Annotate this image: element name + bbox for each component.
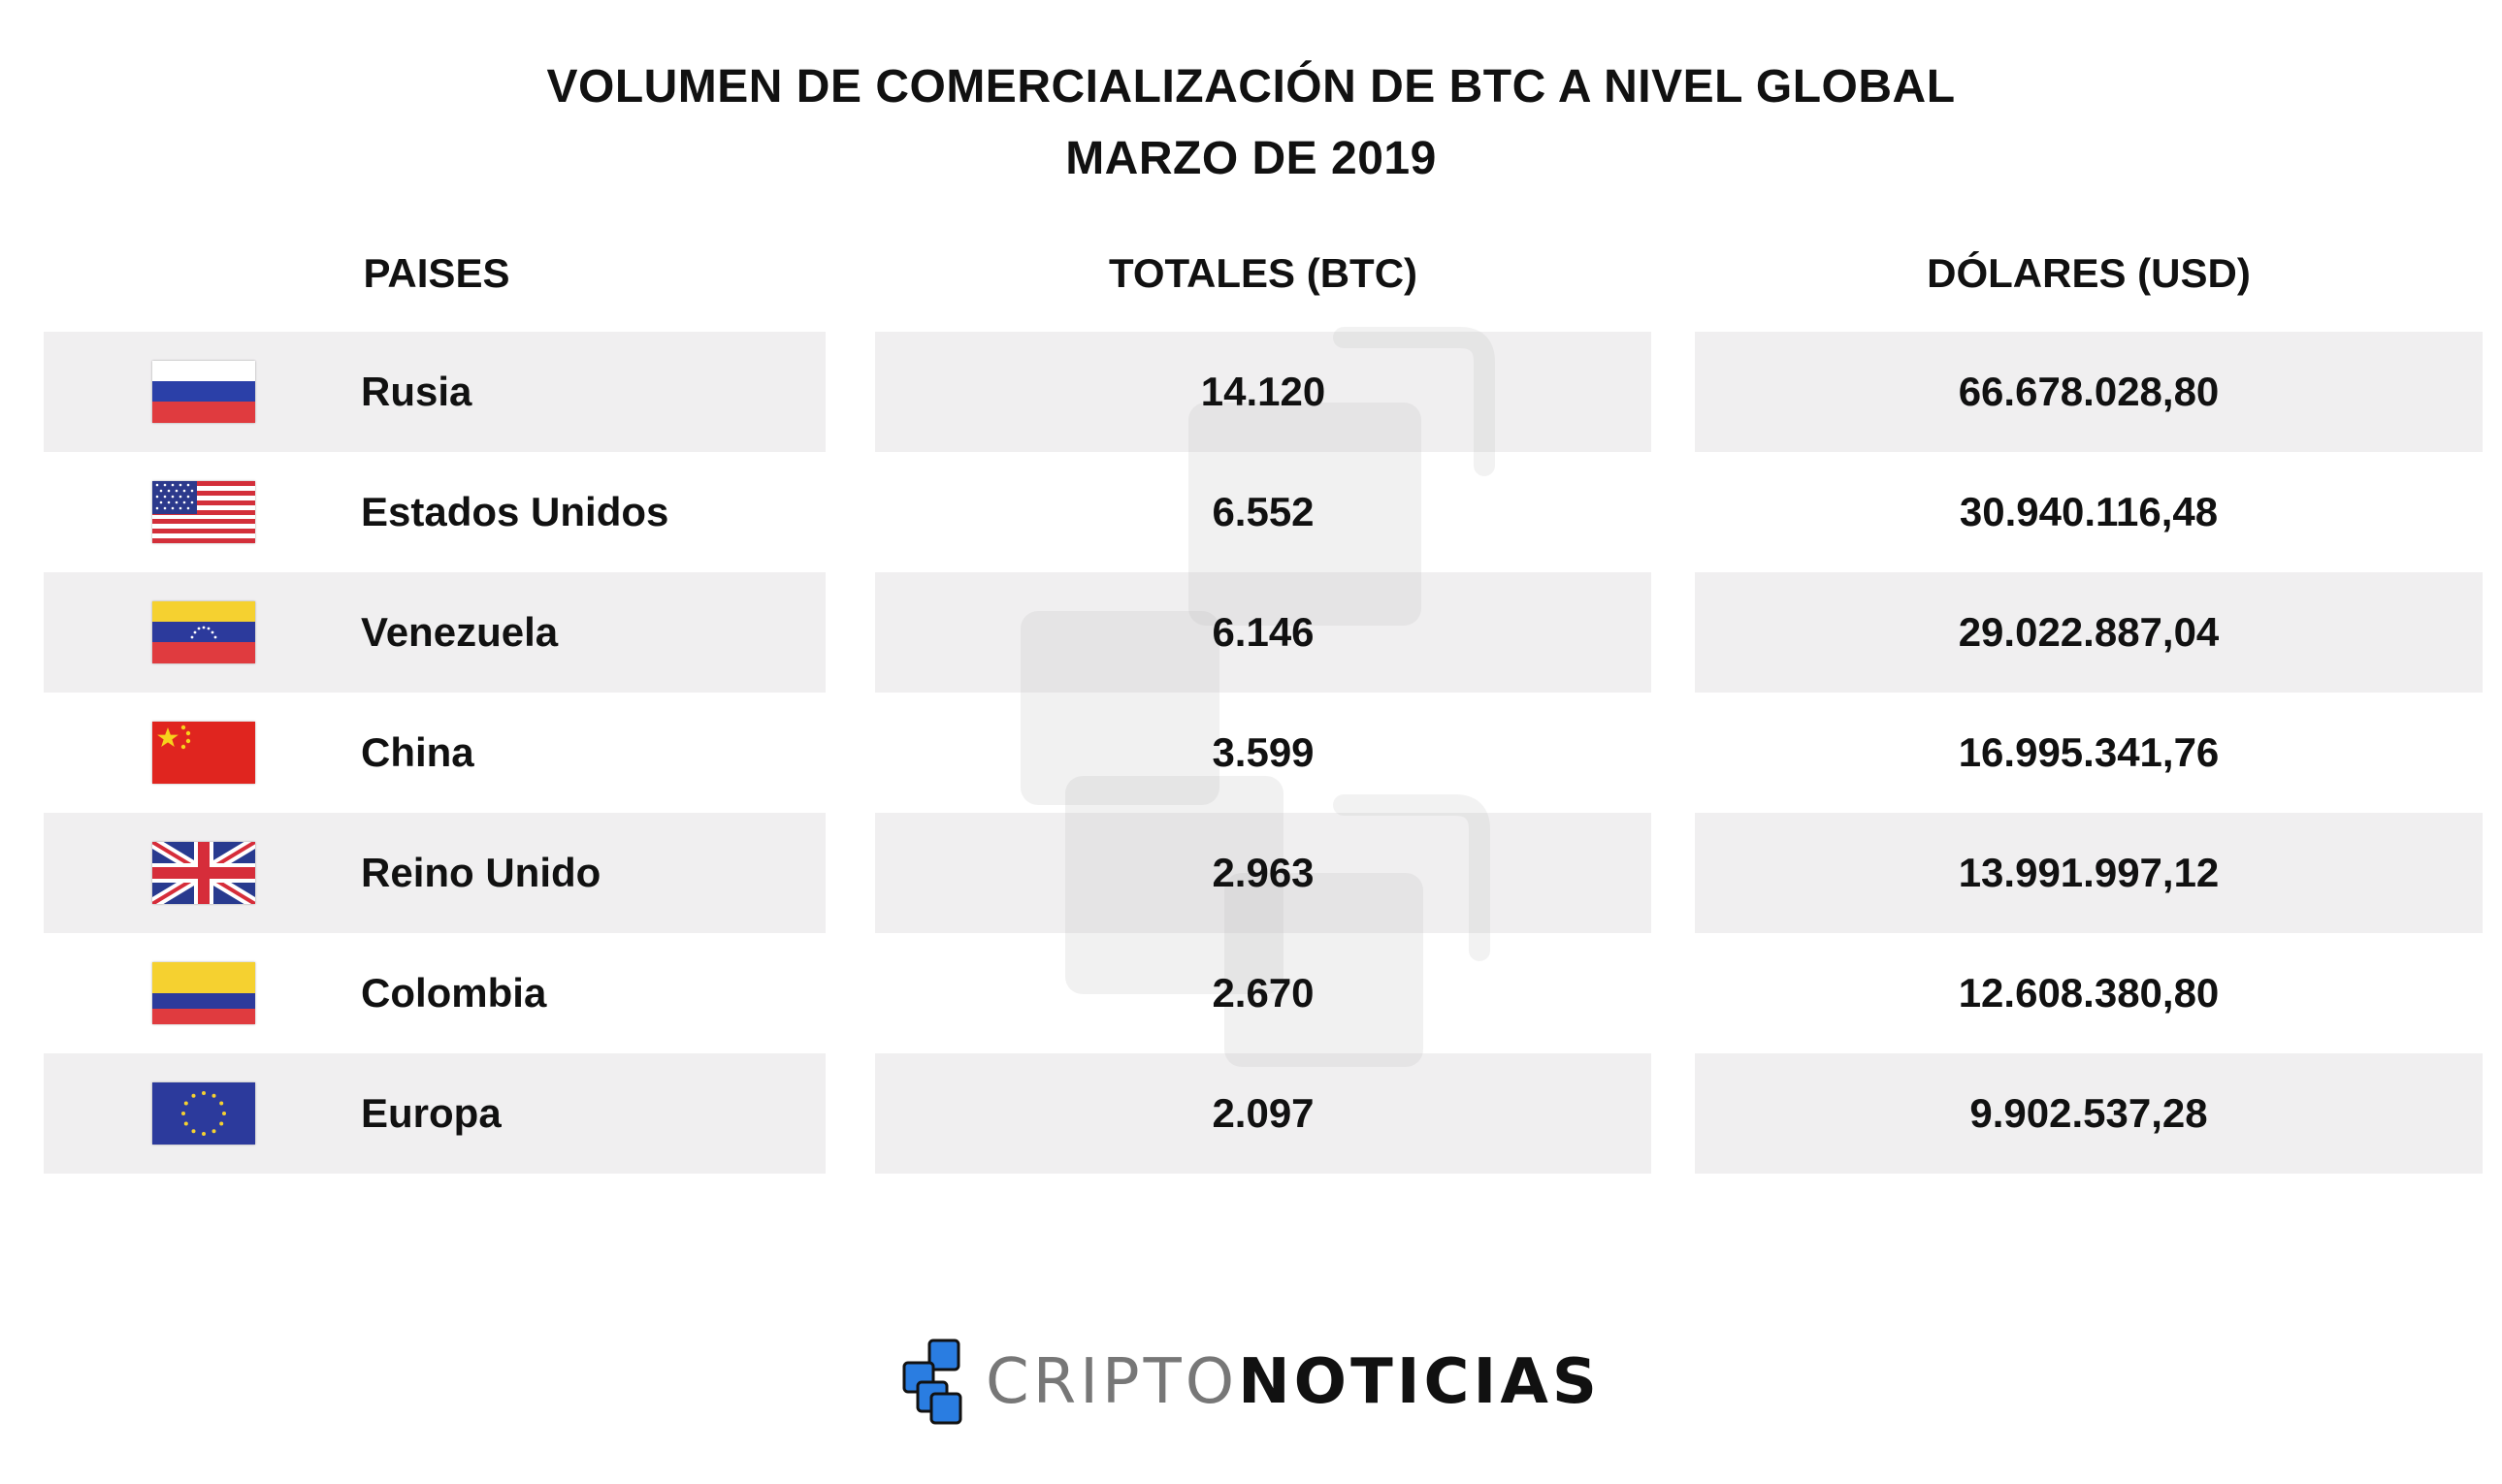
usd-value: 30.940.116,48: [1959, 489, 2219, 534]
table-row: Rusia 14.120 66.678.028,80: [0, 332, 2502, 452]
usd-value: 9.902.537,28: [1969, 1090, 2208, 1136]
venezuela-flag-icon: [152, 601, 255, 663]
column-header-btc: TOTALES (BTC): [1108, 250, 1418, 296]
usd-cell: 29.022.887,04: [1695, 572, 2483, 693]
usd-value: 66.678.028,80: [1958, 369, 2220, 414]
criptonoticias-logo: CRIPTONOTICIAS: [900, 1334, 1601, 1431]
usd-cell: 30.940.116,48: [1695, 452, 2483, 572]
colombia-flag-icon: [152, 962, 255, 1024]
country-cell: China: [44, 693, 826, 813]
logo-text-cripto: CRIPTO: [986, 1346, 1239, 1418]
usd-cell: 12.608.380,80: [1695, 933, 2483, 1053]
table-row: Colombia 2.670 12.608.380,80: [0, 933, 2502, 1053]
country-cell: Reino Unido: [44, 813, 826, 933]
usd-value: 13.991.997,12: [1958, 850, 2220, 895]
uk-flag-icon: [152, 842, 255, 904]
table-row: Europa 2.097 9.902.537,28: [0, 1053, 2502, 1174]
btc-cell: 3.599: [875, 693, 1651, 813]
btc-cell: 6.552: [875, 452, 1651, 572]
usd-cell: 66.678.028,80: [1695, 332, 2483, 452]
btc-cell: 6.146: [875, 572, 1651, 693]
table-row: China 3.599 16.995.341,76: [0, 693, 2502, 813]
country-name: Europa: [361, 1090, 502, 1136]
country-cell: Estados Unidos: [44, 452, 826, 572]
usa-flag-icon: [152, 481, 255, 543]
eu-flag-icon: [152, 1082, 255, 1145]
btc-value: 14.120: [1200, 369, 1326, 414]
page-subtitle: MARZO DE 2019: [1065, 133, 1437, 184]
usd-value: 16.995.341,76: [1958, 729, 2220, 775]
usd-cell: 9.902.537,28: [1695, 1053, 2483, 1174]
russia-flag-icon: [152, 361, 255, 423]
country-name: Reino Unido: [361, 850, 601, 895]
country-name: China: [361, 729, 474, 775]
btc-value: 6.146: [1212, 609, 1315, 655]
btc-cell: 2.097: [875, 1053, 1651, 1174]
country-cell: Venezuela: [44, 572, 826, 693]
column-header-usd: DÓLARES (USD): [1927, 250, 2251, 296]
country-name: Colombia: [361, 970, 547, 1016]
page-title: VOLUMEN DE COMERCIALIZACIÓN DE BTC A NIV…: [546, 61, 1956, 113]
table-row: Estados Unidos 6.552 30.940.116,48: [0, 452, 2502, 572]
country-name: Rusia: [361, 369, 472, 414]
country-cell: Europa: [44, 1053, 826, 1174]
btc-value: 3.599: [1212, 729, 1315, 775]
china-flag-icon: [152, 722, 255, 784]
btc-value: 6.552: [1212, 489, 1315, 534]
btc-cell: 2.963: [875, 813, 1651, 933]
country-name: Estados Unidos: [361, 489, 669, 534]
criptonoticias-logo-icon: [902, 1339, 962, 1425]
country-cell: Rusia: [44, 332, 826, 452]
country-name: Venezuela: [361, 609, 559, 655]
usd-cell: 13.991.997,12: [1695, 813, 2483, 933]
country-cell: Colombia: [44, 933, 826, 1053]
btc-cell: 14.120: [875, 332, 1651, 452]
usd-value: 29.022.887,04: [1958, 609, 2220, 655]
table-row: Venezuela 6.146 29.022.887,04: [0, 572, 2502, 693]
btc-cell: 2.670: [875, 933, 1651, 1053]
btc-value: 2.963: [1212, 850, 1315, 895]
btc-value: 2.097: [1212, 1090, 1315, 1136]
btc-value: 2.670: [1212, 970, 1315, 1016]
logo-text-noticias: NOTICIAS: [1238, 1346, 1601, 1418]
table-row: Reino Unido 2.963 13.991.997,12: [0, 813, 2502, 933]
usd-cell: 16.995.341,76: [1695, 693, 2483, 813]
usd-value: 12.608.380,80: [1958, 970, 2220, 1016]
column-header-country: PAISES: [363, 250, 510, 296]
